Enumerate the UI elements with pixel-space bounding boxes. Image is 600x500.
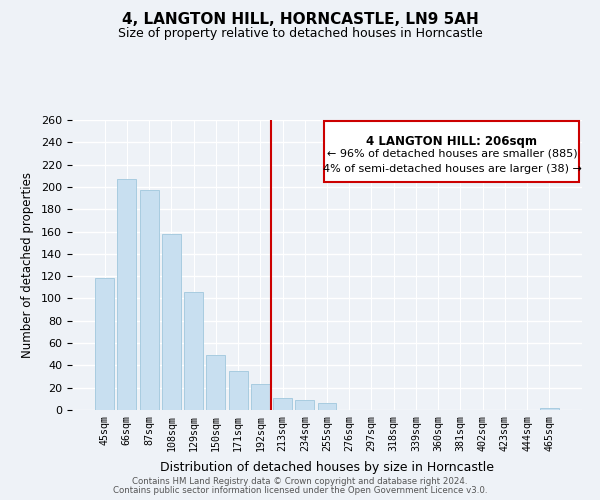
Bar [118,179,136,410]
Y-axis label: Number of detached properties: Number of detached properties [21,172,34,358]
Text: Distribution of detached houses by size in Horncastle: Distribution of detached houses by size … [160,461,494,474]
Text: Contains HM Land Registry data © Crown copyright and database right 2024.: Contains HM Land Registry data © Crown c… [132,477,468,486]
Bar [540,408,559,410]
FancyBboxPatch shape [325,122,580,182]
Text: Contains public sector information licensed under the Open Government Licence v3: Contains public sector information licen… [113,486,487,495]
Text: Size of property relative to detached houses in Horncastle: Size of property relative to detached ho… [118,28,482,40]
Bar [162,234,181,410]
Text: 4 LANGTON HILL: 206sqm: 4 LANGTON HILL: 206sqm [367,134,538,147]
Text: ← 96% of detached houses are smaller (885): ← 96% of detached houses are smaller (88… [326,149,577,159]
Bar [206,356,225,410]
Bar [273,398,292,410]
Bar [317,404,337,410]
Bar [95,278,114,410]
Text: 4% of semi-detached houses are larger (38) →: 4% of semi-detached houses are larger (3… [323,164,581,173]
Bar [295,400,314,410]
Text: 4, LANGTON HILL, HORNCASTLE, LN9 5AH: 4, LANGTON HILL, HORNCASTLE, LN9 5AH [122,12,478,28]
Bar [229,371,248,410]
Bar [251,384,270,410]
Bar [140,190,158,410]
Bar [184,292,203,410]
